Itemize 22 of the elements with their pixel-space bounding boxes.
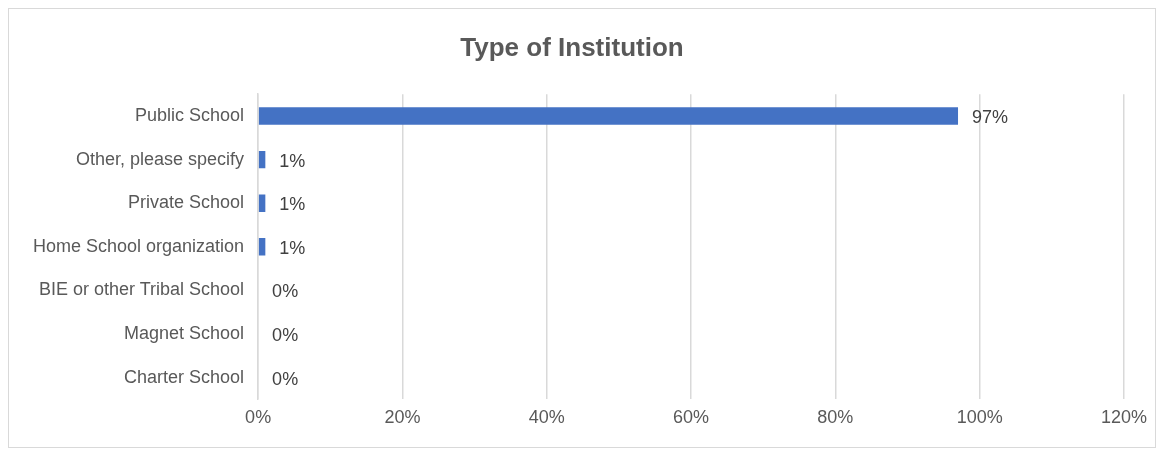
data-label: 0% — [272, 324, 299, 345]
data-label: 0% — [272, 281, 299, 302]
x-tick-label: 100% — [956, 407, 1003, 428]
y-tick-label: Magnet School — [124, 322, 245, 343]
y-tick-label: Public School — [135, 104, 245, 125]
chart-title: Type of Institution — [460, 31, 684, 62]
y-tick-label: Home School organization — [33, 235, 245, 256]
data-label: 0% — [272, 368, 299, 389]
y-tick-label: Other, please specify — [76, 148, 245, 169]
y-tick-label: Charter School — [124, 366, 245, 387]
x-tick-label: 20% — [384, 407, 421, 428]
x-tick-label: 60% — [673, 407, 710, 428]
data-label: 1% — [279, 237, 306, 258]
x-tick-label: 0% — [245, 407, 272, 428]
y-tick-label: Private School — [128, 192, 245, 213]
data-label: 1% — [279, 150, 306, 171]
data-label: 97% — [972, 106, 1009, 127]
x-tick-label: 40% — [528, 407, 565, 428]
data-label: 1% — [279, 194, 306, 215]
y-tick-label: BIE or other Tribal School — [39, 279, 245, 300]
x-tick-label: 120% — [1100, 407, 1147, 428]
x-tick-label: 80% — [817, 407, 854, 428]
